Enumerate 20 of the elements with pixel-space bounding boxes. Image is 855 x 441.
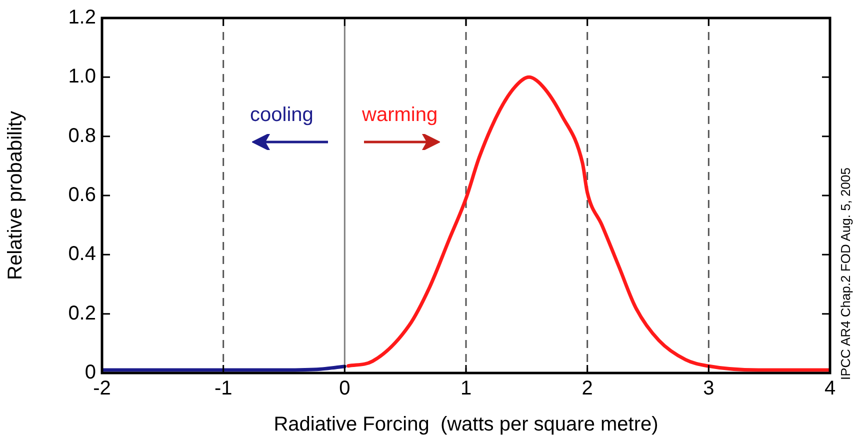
y-tick-label: 1.0 xyxy=(68,66,96,88)
x-tick-label: -2 xyxy=(93,378,111,400)
x-tick-label: 4 xyxy=(824,378,836,400)
y-tick-label: 0.8 xyxy=(68,124,96,147)
y-tick-label: 0.6 xyxy=(68,184,96,206)
y-tick-label: 0.4 xyxy=(68,243,96,266)
y-tick-label: 0.2 xyxy=(68,302,96,324)
annotation: warming xyxy=(362,104,438,127)
x-tick-label: 0 xyxy=(339,378,350,400)
x-tick-label: 3 xyxy=(703,378,714,400)
y-axis-title: Relative probability xyxy=(4,111,27,280)
x-axis-title: Radiative Forcing (watts per square metre) xyxy=(274,414,658,436)
line-series xyxy=(346,75,830,372)
annotation: cooling xyxy=(250,104,314,127)
y-tick-label: 1.2 xyxy=(68,6,96,29)
x-tick-label: -1 xyxy=(214,378,232,400)
x-tick-label: 2 xyxy=(582,378,593,400)
text: IPCC AR4 Chap.2 FOD Aug. 5, 2005 xyxy=(838,168,853,380)
x-tick-label: 1 xyxy=(460,378,472,400)
y-tick-label: 0 xyxy=(84,362,96,384)
